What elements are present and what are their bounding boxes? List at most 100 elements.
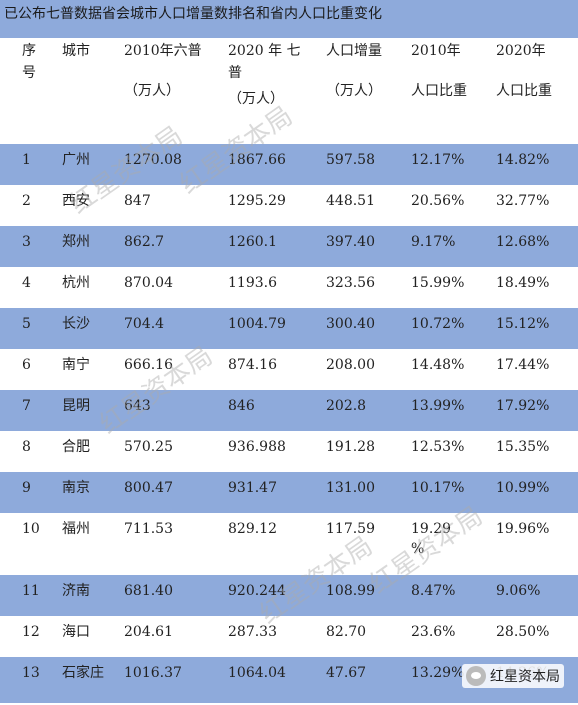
header-rank: 序号 [22, 43, 36, 81]
table-row: 5 长沙 704.4 1004.79 300.40 10.72% 15.12% [0, 308, 578, 349]
cell-share2020: 18.49% [496, 275, 550, 291]
header-share2010: 2010年 人口比重 [411, 43, 467, 99]
cell-share2020: 14.82% [496, 144, 578, 185]
cell-pop2020: 846 [228, 390, 326, 431]
cell-rank: 1 [0, 144, 62, 185]
cell-rank: 8 [22, 439, 31, 455]
cell-increase: 397.40 [326, 226, 411, 267]
cell-rank: 10 [22, 521, 40, 537]
cell-increase: 597.58 [326, 144, 411, 185]
cell-pop2020: 1260.1 [228, 226, 326, 267]
cell-share2020: 32.77% [496, 193, 550, 209]
cell-share2010: 9.17% [411, 226, 496, 267]
cell-pop2010: 862.7 [124, 226, 228, 267]
cell-city: 济南 [62, 575, 124, 616]
cell-share2010: 13.99% [411, 390, 496, 431]
table-row: 7 昆明 643 846 202.8 13.99% 17.92% [0, 390, 578, 431]
cell-share2020: 15.35% [496, 439, 550, 455]
cell-city: 合肥 [62, 439, 90, 455]
cell-share2010: 8.47% [411, 575, 496, 616]
brand-logo: 红星资本局 [462, 664, 564, 688]
cell-share2010: 19.29 % [411, 521, 452, 557]
cell-increase: 208.00 [326, 357, 375, 373]
cell-city: 南宁 [62, 357, 90, 373]
cell-share2010: 14.48% [411, 357, 465, 373]
cell-share2010: 10.17% [411, 472, 496, 513]
cell-pop2020: 829.12 [228, 521, 277, 537]
table-row: 12 海口 204.61 287.33 82.70 23.6% 28.50% [0, 616, 578, 657]
cell-pop2010: 666.16 [124, 357, 173, 373]
cell-pop2010: 800.47 [124, 472, 228, 513]
cell-pop2010: 643 [124, 390, 228, 431]
cell-pop2010: 1016.37 [124, 657, 228, 703]
cell-pop2010: 711.53 [124, 521, 173, 537]
cell-share2020: 28.50% [496, 624, 550, 640]
cell-city: 郑州 [62, 226, 124, 267]
cell-share2010: 23.6% [411, 624, 456, 640]
cell-city: 海口 [62, 624, 90, 640]
cell-rank: 11 [0, 575, 62, 616]
table-row: 10 福州 711.53 829.12 117.59 19.29 % 19.96% [0, 513, 578, 575]
cell-city: 长沙 [62, 308, 124, 349]
table-header-row: 序号 城市 2010年六普 （万人） 2020 年 七普（万人） 人口增量 （万人）… [0, 38, 578, 144]
cell-share2010: 15.99% [411, 275, 465, 291]
cell-increase: 131.00 [326, 472, 411, 513]
cell-share2020: 19.96% [496, 521, 550, 537]
cell-city: 昆明 [62, 390, 124, 431]
cell-rank: 5 [0, 308, 62, 349]
cell-city: 石家庄 [62, 657, 124, 703]
cell-city: 西安 [62, 193, 90, 209]
cell-share2010: 12.53% [411, 439, 465, 455]
cell-city: 广州 [62, 144, 124, 185]
cell-increase: 323.56 [326, 275, 375, 291]
header-pop2020: 2020 年 七普（万人） [228, 43, 301, 107]
cell-rank: 13 [0, 657, 62, 703]
cell-pop2020: 936.988 [228, 439, 286, 455]
cell-pop2020: 287.33 [228, 624, 277, 640]
cell-city: 南京 [62, 472, 124, 513]
cell-pop2020: 1295.29 [228, 193, 286, 209]
cell-share2020: 9.06% [496, 575, 578, 616]
table-row: 4 杭州 870.04 1193.6 323.56 15.99% 18.49% [0, 267, 578, 308]
cell-pop2010: 870.04 [124, 275, 173, 291]
table-row: 9 南京 800.47 931.47 131.00 10.17% 10.99% [0, 472, 578, 513]
cell-rank: 9 [0, 472, 62, 513]
header-city: 城市 [62, 43, 90, 59]
table-row: 8 合肥 570.25 936.988 191.28 12.53% 15.35% [0, 431, 578, 472]
cell-share2010: 12.17% [411, 144, 496, 185]
cell-pop2020: 1064.04 [228, 657, 326, 703]
wechat-icon [466, 666, 486, 686]
page-title: 已公布七普数据省会城市人口增量数排名和省内人口比重变化 [0, 0, 578, 38]
cell-increase: 300.40 [326, 308, 411, 349]
table-row: 1 广州 1270.08 1867.66 597.58 12.17% 14.82% [0, 144, 578, 185]
cell-pop2010: 570.25 [124, 439, 173, 455]
cell-increase: 448.51 [326, 193, 375, 209]
cell-pop2010: 1270.08 [124, 144, 228, 185]
cell-rank: 7 [0, 390, 62, 431]
table-row: 2 西安 847 1295.29 448.51 20.56% 32.77% [0, 185, 578, 226]
table-row: 3 郑州 862.7 1260.1 397.40 9.17% 12.68% [0, 226, 578, 267]
cell-rank: 3 [0, 226, 62, 267]
cell-pop2020: 1004.79 [228, 308, 326, 349]
cell-increase: 117.59 [326, 521, 375, 537]
cell-rank: 4 [22, 275, 31, 291]
cell-pop2020: 1867.66 [228, 144, 326, 185]
table-row: 11 济南 681.40 920.244 108.99 8.47% 9.06% [0, 575, 578, 616]
cell-city: 杭州 [62, 275, 90, 291]
cell-pop2010: 847 [124, 193, 151, 209]
brand-logo-text: 红星资本局 [490, 669, 560, 685]
cell-share2010: 10.72% [411, 308, 496, 349]
cell-pop2010: 704.4 [124, 308, 228, 349]
cell-pop2020: 920.244 [228, 575, 326, 616]
header-share2020: 2020年 人口比重 [496, 43, 552, 99]
cell-share2020: 15.12% [496, 308, 578, 349]
cell-increase: 47.67 [326, 657, 411, 703]
cell-increase: 108.99 [326, 575, 411, 616]
cell-share2010: 20.56% [411, 193, 465, 209]
cell-rank: 12 [22, 624, 40, 640]
cell-pop2020: 874.16 [228, 357, 277, 373]
population-table: 序号 城市 2010年六普 （万人） 2020 年 七普（万人） 人口增量 （万人）… [0, 38, 578, 703]
cell-pop2020: 931.47 [228, 472, 326, 513]
cell-share2020: 17.92% [496, 390, 578, 431]
